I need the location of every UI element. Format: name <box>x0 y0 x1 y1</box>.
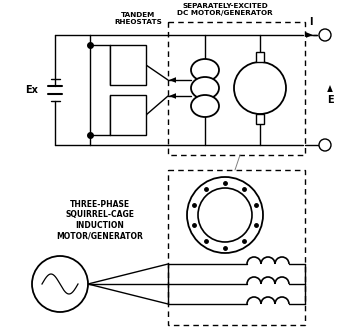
Bar <box>256 114 264 124</box>
Bar <box>168 22 305 155</box>
Circle shape <box>198 188 252 242</box>
Polygon shape <box>169 77 176 83</box>
Bar <box>110 45 146 85</box>
Circle shape <box>32 256 88 312</box>
Bar <box>110 95 146 135</box>
Polygon shape <box>327 85 333 92</box>
Polygon shape <box>113 112 120 118</box>
Text: Ex: Ex <box>25 85 38 95</box>
Bar <box>256 52 264 62</box>
Circle shape <box>187 177 263 253</box>
Circle shape <box>234 62 286 114</box>
Text: THREE-PHASE
SQUIRREL-CAGE
INDUCTION
MOTOR/GENERATOR: THREE-PHASE SQUIRREL-CAGE INDUCTION MOTO… <box>57 200 143 240</box>
Ellipse shape <box>191 95 219 117</box>
Polygon shape <box>169 93 176 99</box>
Circle shape <box>319 139 331 151</box>
Text: E: E <box>327 95 333 105</box>
Ellipse shape <box>191 77 219 99</box>
Text: SEPARATELY-EXCITED
DC MOTOR/GENERATOR: SEPARATELY-EXCITED DC MOTOR/GENERATOR <box>177 3 273 16</box>
Text: I: I <box>309 17 313 27</box>
Polygon shape <box>306 32 313 38</box>
Polygon shape <box>113 62 120 68</box>
Text: TANDEM
RHEOSTATS: TANDEM RHEOSTATS <box>114 12 162 25</box>
Bar <box>168 170 305 325</box>
Circle shape <box>319 29 331 41</box>
Ellipse shape <box>191 59 219 81</box>
